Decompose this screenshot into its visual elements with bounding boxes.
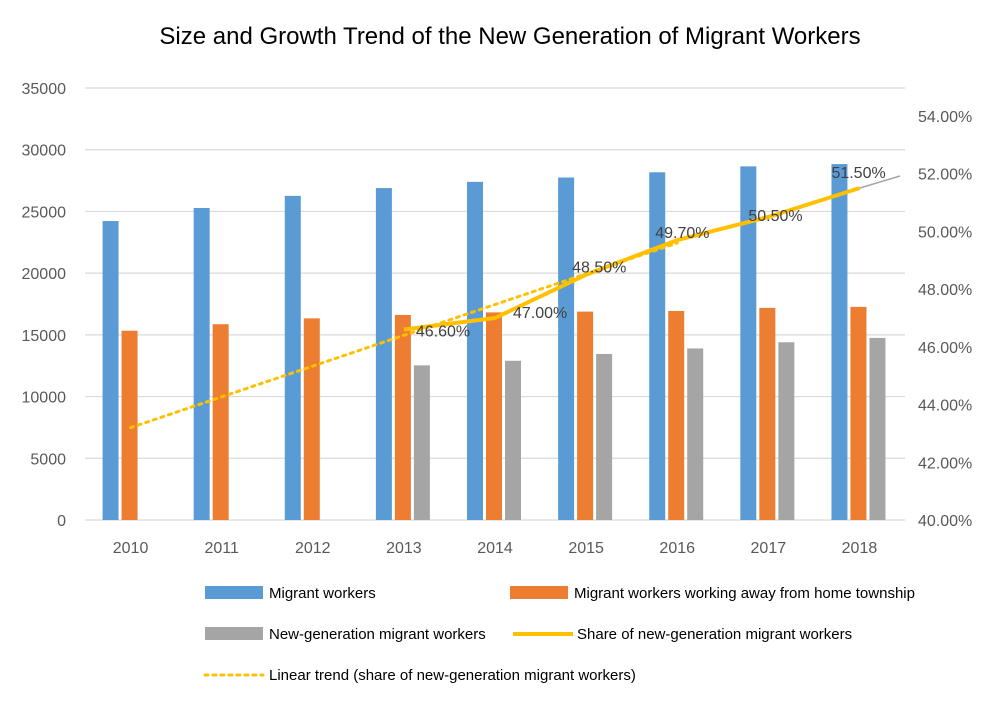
bar-migrant: [375, 188, 392, 520]
x-tick-label: 2012: [295, 540, 331, 557]
y-left-tick-label: 30000: [22, 143, 67, 160]
bar-newgen: [778, 342, 795, 520]
bar-migrant: [649, 172, 666, 520]
y-right-tick-label: 44.00%: [918, 398, 972, 415]
x-tick-label: 2015: [568, 540, 604, 557]
bar-away: [577, 311, 594, 520]
label-leader-line: [859, 175, 901, 189]
y-right-tick-label: 42.00%: [918, 455, 972, 472]
x-tick-label: 2017: [751, 540, 787, 557]
y-right-tick-label: 52.00%: [918, 167, 972, 184]
bar-migrant: [284, 195, 301, 520]
bar-migrant: [102, 221, 119, 520]
bar-migrant: [558, 177, 575, 520]
bar-away: [212, 324, 229, 520]
bar-away: [486, 312, 502, 520]
share-line: [403, 186, 861, 332]
data-label: 51.50%: [831, 165, 885, 182]
bar-newgen: [596, 353, 613, 520]
legend-label: New-generation migrant workers: [269, 626, 486, 643]
chart-title: Size and Growth Trend of the New Generat…: [159, 23, 860, 50]
data-label: 50.50%: [748, 208, 802, 225]
y-right-tick-label: 40.00%: [918, 513, 972, 530]
x-tick-label: 2018: [842, 540, 878, 557]
x-tick-label: 2014: [477, 540, 513, 557]
legend-label: Migrant workers: [269, 585, 376, 602]
bar-away: [759, 307, 776, 520]
y-left-tick-label: 5000: [30, 451, 66, 468]
data-label: 48.50%: [572, 260, 626, 277]
legend-swatch: [510, 586, 568, 599]
x-tick-label: 2010: [113, 540, 149, 557]
x-tick-label: 2013: [386, 540, 422, 557]
x-tick-label: 2011: [204, 540, 239, 557]
bar-away: [394, 314, 411, 520]
bar-away: [850, 306, 867, 520]
bar-migrant: [831, 164, 848, 521]
y-right-tick-label: 54.00%: [918, 109, 972, 126]
bar-newgen: [505, 360, 521, 520]
y-right-tick-label: 50.00%: [918, 224, 972, 241]
y-left-tick-label: 15000: [22, 328, 67, 345]
y-left-tick-label: 20000: [22, 266, 67, 283]
bar-migrant: [193, 207, 210, 520]
y-left-tick-label: 10000: [22, 390, 67, 407]
legend-label: Share of new-generation migrant workers: [577, 626, 852, 643]
bar-migrant: [467, 181, 483, 520]
legend-label: Migrant workers working away from home t…: [574, 585, 915, 602]
bar-away: [121, 330, 138, 520]
bar-away: [668, 310, 685, 520]
y-left-tick-label: 35000: [22, 81, 67, 98]
bar-newgen: [413, 365, 430, 520]
x-tick-label: 2016: [659, 540, 695, 557]
y-right-tick-label: 46.00%: [918, 340, 972, 357]
y-right-tick-label: 48.00%: [918, 282, 972, 299]
data-label: 46.60%: [416, 324, 470, 341]
bar-newgen: [687, 348, 704, 520]
data-label: 47.00%: [513, 305, 567, 322]
bar-newgen: [869, 337, 886, 520]
legend-swatch: [205, 627, 263, 640]
y-left-tick-label: 0: [57, 513, 66, 530]
y-left-tick-label: 25000: [22, 204, 67, 221]
data-label: 49.70%: [655, 225, 709, 242]
bar-away: [303, 318, 320, 520]
legend-label: Linear trend (share of new-generation mi…: [269, 667, 636, 684]
legend-swatch: [205, 586, 263, 599]
bar-migrant: [740, 166, 757, 520]
